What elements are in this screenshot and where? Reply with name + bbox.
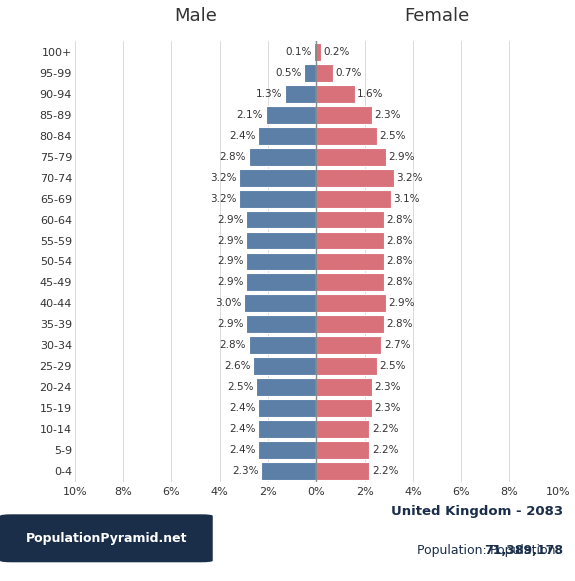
Bar [316, 190, 391, 207]
Bar [304, 64, 316, 82]
Bar [316, 85, 355, 103]
Text: 0.7%: 0.7% [336, 68, 362, 78]
Text: Female: Female [404, 7, 470, 25]
Text: 71,389,178: 71,389,178 [485, 544, 564, 557]
FancyBboxPatch shape [0, 514, 213, 562]
Text: 3.2%: 3.2% [210, 193, 236, 204]
Text: Population: 71,389,178: Population: 71,389,178 [418, 544, 564, 557]
Text: 2.9%: 2.9% [217, 319, 244, 329]
Text: Population:: Population: [417, 544, 490, 557]
Text: 2.8%: 2.8% [386, 256, 413, 267]
Bar [246, 211, 316, 228]
Text: 2.8%: 2.8% [220, 152, 246, 162]
Text: 2.3%: 2.3% [374, 382, 401, 392]
Text: United Kingdom - 2083: United Kingdom - 2083 [392, 505, 564, 518]
Text: 2.4%: 2.4% [229, 131, 256, 141]
Text: 2.4%: 2.4% [229, 403, 256, 413]
Text: 2.9%: 2.9% [217, 256, 244, 267]
Bar [248, 148, 316, 166]
Bar [316, 399, 372, 417]
Text: 2.8%: 2.8% [386, 277, 413, 288]
Bar [316, 127, 377, 145]
Text: 2.9%: 2.9% [217, 214, 244, 225]
Bar [258, 420, 316, 437]
Bar [239, 190, 316, 207]
Text: 2.5%: 2.5% [379, 131, 405, 141]
Text: 2.5%: 2.5% [379, 361, 405, 371]
Bar [246, 274, 316, 291]
Bar [248, 336, 316, 354]
Bar [266, 106, 316, 124]
Bar [258, 399, 316, 417]
Text: 2.1%: 2.1% [237, 110, 263, 120]
Text: 3.2%: 3.2% [210, 173, 236, 183]
Text: 3.1%: 3.1% [393, 193, 420, 204]
Bar [239, 169, 316, 187]
Bar [316, 441, 369, 458]
Bar [316, 64, 333, 82]
Text: 2.3%: 2.3% [374, 110, 401, 120]
Text: 2.8%: 2.8% [386, 235, 413, 246]
Text: 2.4%: 2.4% [229, 445, 256, 455]
Bar [254, 357, 316, 375]
Bar [316, 378, 372, 396]
Bar [316, 232, 384, 249]
Bar [244, 295, 316, 312]
Bar [316, 211, 384, 228]
Text: 2.8%: 2.8% [220, 340, 246, 350]
Bar [316, 462, 369, 479]
Text: 0.2%: 0.2% [324, 47, 350, 57]
Bar [314, 44, 316, 61]
Bar [260, 462, 316, 479]
Text: 3.0%: 3.0% [215, 298, 242, 309]
Bar [246, 315, 316, 333]
Bar [316, 169, 393, 187]
Text: Population:: Population: [490, 544, 564, 557]
Bar [316, 295, 386, 312]
Text: 2.3%: 2.3% [374, 403, 401, 413]
Text: 2.7%: 2.7% [384, 340, 411, 350]
Text: 2.8%: 2.8% [386, 319, 413, 329]
Text: 2.2%: 2.2% [372, 424, 398, 434]
Text: 2.2%: 2.2% [372, 445, 398, 455]
Bar [246, 232, 316, 249]
Text: 2.6%: 2.6% [225, 361, 251, 371]
Text: 2.9%: 2.9% [389, 298, 415, 309]
Text: PopulationPyramid.net: PopulationPyramid.net [26, 532, 187, 545]
Bar [316, 106, 372, 124]
Bar [316, 253, 384, 270]
Bar [316, 336, 381, 354]
Bar [316, 315, 384, 333]
Bar [316, 420, 369, 437]
Bar [316, 357, 377, 375]
Text: 2.4%: 2.4% [229, 424, 256, 434]
Text: 2.5%: 2.5% [227, 382, 254, 392]
Bar [316, 44, 321, 61]
Text: 2.9%: 2.9% [217, 277, 244, 288]
Bar [316, 148, 386, 166]
Text: 2.8%: 2.8% [386, 214, 413, 225]
Text: 2.9%: 2.9% [389, 152, 415, 162]
Bar [285, 85, 316, 103]
Text: 2.2%: 2.2% [372, 466, 398, 476]
Bar [258, 127, 316, 145]
Text: 0.5%: 0.5% [275, 68, 302, 78]
Text: 1.3%: 1.3% [256, 89, 282, 99]
Bar [258, 441, 316, 458]
Text: 2.3%: 2.3% [232, 466, 258, 476]
Text: 0.1%: 0.1% [285, 47, 312, 57]
Text: Male: Male [174, 7, 217, 25]
Bar [256, 378, 316, 396]
Bar [316, 274, 384, 291]
Text: 1.6%: 1.6% [357, 89, 384, 99]
Text: 3.2%: 3.2% [396, 173, 423, 183]
Text: 2.9%: 2.9% [217, 235, 244, 246]
Bar [246, 253, 316, 270]
